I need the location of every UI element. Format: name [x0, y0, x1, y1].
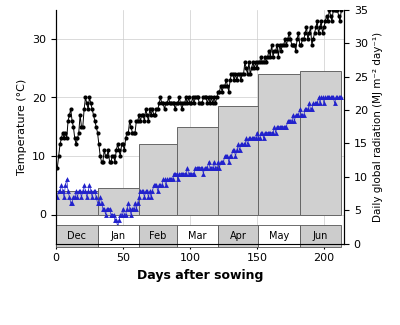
Bar: [258, 225, 300, 247]
Bar: [218, 106, 258, 214]
Bar: [56, 191, 98, 214]
Bar: [139, 225, 176, 247]
Bar: [98, 188, 139, 214]
Text: Dec: Dec: [67, 231, 86, 241]
Bar: [98, 225, 139, 247]
Text: Apr: Apr: [230, 231, 247, 241]
Bar: [56, 225, 98, 247]
Y-axis label: Daily global radiation (MJ m⁻² day⁻¹): Daily global radiation (MJ m⁻² day⁻¹): [374, 32, 384, 222]
Text: Jun: Jun: [313, 231, 328, 241]
Text: Feb: Feb: [149, 231, 166, 241]
Text: Mar: Mar: [188, 231, 206, 241]
Text: May: May: [269, 231, 289, 241]
Bar: [139, 144, 176, 214]
Bar: [258, 74, 300, 214]
X-axis label: Days after sowing: Days after sowing: [137, 269, 263, 282]
Bar: [176, 225, 218, 247]
Bar: [218, 225, 258, 247]
Y-axis label: Temperature (°C): Temperature (°C): [16, 79, 26, 175]
Bar: [300, 225, 341, 247]
Text: Jan: Jan: [111, 231, 126, 241]
Bar: [176, 127, 218, 214]
Bar: [300, 71, 341, 214]
